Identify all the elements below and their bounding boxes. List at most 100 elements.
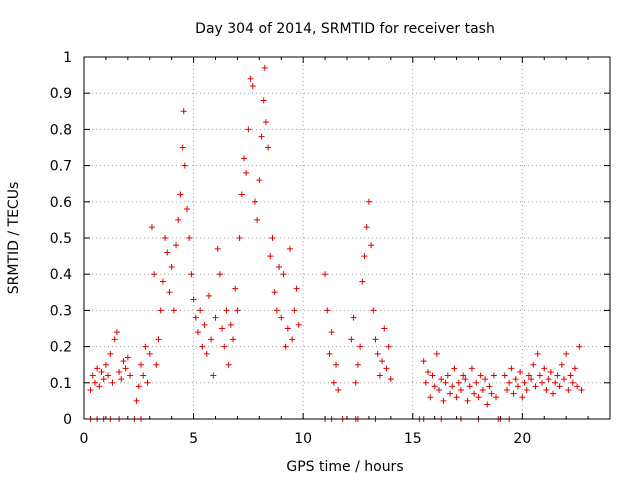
- data-point: [122, 365, 129, 372]
- data-point: [159, 278, 166, 285]
- data-point: [501, 372, 508, 379]
- data-point: [477, 372, 484, 379]
- data-point: [521, 379, 528, 386]
- data-point: [512, 376, 519, 383]
- data-point: [447, 390, 454, 397]
- y-tick-label: 0.6: [50, 195, 72, 211]
- data-point: [247, 75, 254, 82]
- data-point: [376, 372, 383, 379]
- data-point: [236, 235, 243, 241]
- data-point: [510, 390, 517, 397]
- grid-lines: [84, 57, 610, 419]
- data-point: [133, 397, 140, 404]
- data-point: [333, 361, 340, 368]
- data-point: [232, 285, 239, 292]
- data-point: [91, 379, 98, 386]
- data-point: [326, 350, 333, 357]
- data-points: [87, 64, 585, 422]
- data-point: [468, 365, 475, 372]
- data-point: [214, 245, 221, 252]
- data-point: [506, 379, 513, 386]
- data-point: [539, 379, 546, 386]
- data-point: [486, 383, 493, 390]
- data-point: [289, 336, 296, 343]
- data-point: [256, 177, 263, 184]
- data-point: [170, 307, 177, 314]
- data-point: [451, 365, 458, 372]
- data-point: [381, 325, 388, 332]
- y-tick-label: 0.4: [50, 267, 72, 283]
- data-point: [436, 387, 443, 394]
- data-point: [267, 253, 274, 260]
- data-point: [576, 343, 583, 350]
- data-point: [560, 376, 567, 383]
- data-point: [482, 376, 489, 383]
- data-point: [142, 343, 149, 350]
- data-point: [545, 376, 552, 383]
- data-point: [365, 198, 372, 205]
- x-axis-label: GPS time / hours: [286, 459, 403, 475]
- data-point: [100, 376, 107, 383]
- data-point: [153, 361, 160, 368]
- x-tick-label: 5: [189, 431, 198, 447]
- data-point: [514, 383, 521, 390]
- data-point: [464, 397, 471, 404]
- data-point: [109, 379, 116, 386]
- data-point: [473, 379, 480, 386]
- data-point: [493, 394, 500, 401]
- data-point: [262, 119, 269, 126]
- data-point: [440, 397, 447, 404]
- data-point: [433, 350, 440, 357]
- data-point: [180, 108, 187, 115]
- data-point: [251, 198, 258, 205]
- data-point: [271, 289, 278, 296]
- data-point: [541, 365, 548, 372]
- data-point: [278, 314, 285, 321]
- data-point: [113, 329, 120, 336]
- data-point: [431, 383, 438, 390]
- data-point: [148, 224, 155, 231]
- data-point: [528, 376, 535, 383]
- data-point: [532, 383, 539, 390]
- data-point: [265, 144, 272, 151]
- data-point: [363, 224, 370, 231]
- data-point: [352, 379, 359, 386]
- data-point: [374, 350, 381, 357]
- y-axis-label: SRMTID / TECUs: [6, 182, 22, 295]
- data-point: [135, 383, 142, 390]
- data-point: [442, 379, 449, 386]
- data-point: [282, 343, 289, 350]
- x-tick-label: 15: [404, 431, 422, 447]
- data-point: [523, 387, 530, 394]
- x-tick-label: 20: [513, 431, 531, 447]
- data-point: [517, 368, 524, 375]
- data-point: [276, 263, 283, 270]
- data-point: [370, 307, 377, 314]
- data-point: [357, 343, 364, 350]
- data-point: [462, 376, 469, 383]
- data-point: [269, 235, 276, 241]
- data-point: [565, 387, 572, 394]
- data-point: [457, 387, 464, 394]
- data-point: [162, 235, 169, 241]
- data-point: [287, 245, 294, 252]
- data-point: [547, 368, 554, 375]
- x-tick-label: 10: [294, 431, 312, 447]
- data-point: [261, 64, 268, 71]
- data-point: [574, 383, 581, 390]
- data-point: [387, 376, 394, 383]
- data-point: [550, 390, 557, 397]
- data-point: [322, 271, 329, 278]
- data-point: [210, 372, 217, 379]
- axis-ticks: [83, 56, 610, 420]
- data-point: [361, 253, 368, 260]
- data-point: [127, 372, 134, 379]
- data-point: [530, 361, 537, 368]
- data-point: [234, 307, 241, 314]
- data-point: [293, 285, 300, 292]
- data-point: [372, 336, 379, 343]
- data-point: [328, 329, 335, 336]
- data-point: [181, 162, 188, 169]
- data-point: [227, 321, 234, 328]
- data-point: [116, 368, 123, 375]
